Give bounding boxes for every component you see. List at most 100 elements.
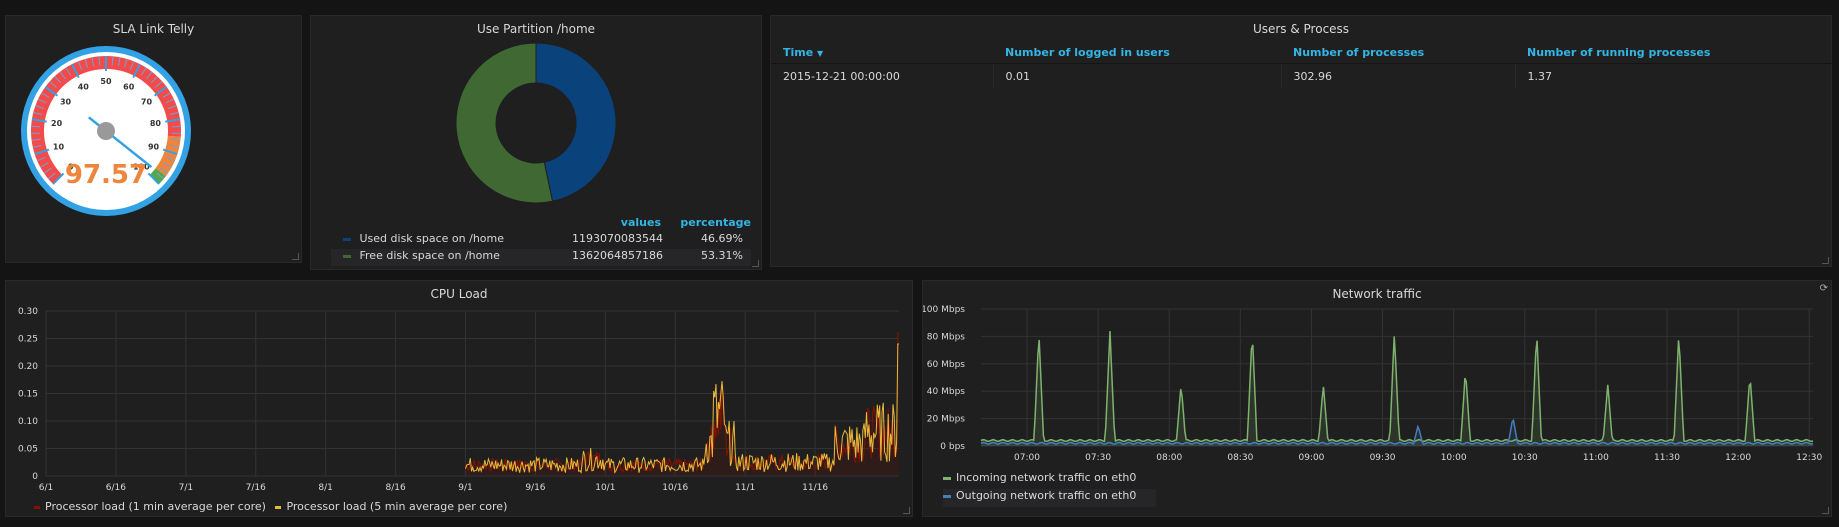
gauge-tick <box>71 63 80 78</box>
x-tick-label: 11/1 <box>735 483 755 493</box>
legend-label: Free disk space on /home <box>359 249 500 262</box>
panel-title[interactable]: Use Partition /home <box>476 22 596 36</box>
x-tick-label: 10/1 <box>595 483 615 493</box>
legend-item[interactable]: Incoming network traffic on eth0 <box>943 471 1156 489</box>
x-tick-label: 07:30 <box>1085 453 1111 463</box>
legend-percentage: 46.69% <box>701 232 743 245</box>
x-tick-label: 10:30 <box>1512 453 1538 463</box>
gauge-tick-label: 40 <box>78 82 90 91</box>
legend-value: 1362064857186 <box>572 249 663 262</box>
x-tick-label: 09:30 <box>1370 453 1396 463</box>
gauge-tick <box>44 86 59 97</box>
gauge-tick <box>40 162 49 168</box>
gauge-tick <box>162 148 178 156</box>
gauge-tick <box>31 118 47 123</box>
gauge-tick <box>36 156 46 162</box>
pie-legend-table: values percentage Used disk space on /ho… <box>331 216 751 266</box>
legend-swatch <box>343 237 351 241</box>
table-panel: Users & Process Time ▼ Number of logged … <box>770 15 1834 267</box>
y-tick-label: 0.15 <box>18 390 38 400</box>
gauge-tick <box>166 156 176 162</box>
x-tick-label: 7/16 <box>246 483 266 493</box>
gauge-tick <box>65 67 72 76</box>
y-tick-label: 60 Mbps <box>927 360 966 370</box>
y-tick-label: 0 bps <box>940 442 965 452</box>
table-row: 2015-12-21 00:00:00 0.01 302.96 1.37 <box>771 63 1834 89</box>
gauge-tick <box>165 98 175 104</box>
gauge-tick <box>167 105 177 110</box>
resize-handle[interactable] <box>752 260 759 267</box>
y-tick-label: 40 Mbps <box>927 387 966 397</box>
legend-swatch <box>343 254 351 258</box>
gauge-tick <box>77 61 83 70</box>
resize-handle[interactable] <box>292 253 299 260</box>
gauge-tick <box>170 144 180 148</box>
panel-title[interactable]: SLA Link Telly <box>112 22 195 36</box>
gauge-tick <box>165 118 181 123</box>
resize-handle[interactable] <box>1822 257 1829 264</box>
donut-slice <box>535 42 617 202</box>
legend-row[interactable]: Used disk space on /home 1193070083544 4… <box>331 232 751 249</box>
gauge-tick <box>91 57 95 67</box>
x-tick-label: 11:30 <box>1654 453 1680 463</box>
gauge-tick <box>43 167 52 174</box>
gauge-tick <box>33 111 43 116</box>
gauge-tick <box>169 111 179 116</box>
gauge-tick <box>150 75 158 84</box>
resize-handle[interactable] <box>1822 507 1829 514</box>
legend-percentage: 53.31% <box>701 249 743 262</box>
y-tick-label: 0.25 <box>18 335 38 345</box>
gauge-tick <box>54 75 62 84</box>
gauge-tick-label: 100 <box>133 162 150 171</box>
cpu-load-panel: CPU Load 0.30 0.25 0.20 0.15 0.10 0.05 0 6/1 6/1… <box>5 280 913 517</box>
column-header-running-processes[interactable]: Number of running processes <box>1515 42 1834 64</box>
gauge-tick <box>117 57 121 67</box>
column-header-logged-users[interactable]: Number of logged in users <box>993 42 1281 64</box>
y-tick-label: 0.20 <box>18 362 38 372</box>
x-tick-label: 07:00 <box>1014 453 1040 463</box>
legend-item[interactable]: Outgoing network traffic on eth0 <box>943 489 1157 507</box>
gauge-tick <box>35 105 45 110</box>
values-header[interactable]: values <box>620 216 661 229</box>
gauge-tick <box>47 172 56 180</box>
x-tick-label: 11/16 <box>802 483 828 493</box>
series-line-outgoing-area <box>981 420 1813 446</box>
series-line-outgoing <box>980 418 1814 445</box>
panel-title[interactable]: Users & Process <box>1252 22 1350 36</box>
gauge-tick <box>52 172 65 185</box>
column-header-time[interactable]: Time ▼ <box>771 42 993 64</box>
table-cell: 2015-12-21 00:00:00 <box>771 63 994 89</box>
gauge-tick <box>140 67 147 76</box>
gauge-tick <box>49 81 57 88</box>
resize-handle[interactable] <box>903 507 910 514</box>
x-tick-label: 09:00 <box>1298 453 1324 463</box>
x-tick-label: 8/16 <box>385 483 405 493</box>
cpu-load-chart: 0.30 0.25 0.20 0.15 0.10 0.05 06/1 6/16 7/1 7/16 8… <box>18 307 899 493</box>
percentage-header[interactable]: percentage <box>680 216 751 229</box>
users-process-table: Time ▼ Number of logged in users Number … <box>771 42 1834 89</box>
legend-row[interactable]: Free disk space on /home 1362064857186 5… <box>331 249 751 266</box>
y-tick-label: 0.05 <box>18 445 38 455</box>
column-header-processes[interactable]: Number of processes <box>1281 42 1515 64</box>
gauge-tick <box>163 162 172 168</box>
legend-item[interactable]: Processor load (1 min average per core) <box>34 500 266 513</box>
table-cell: 1.37 <box>1515 63 1834 89</box>
y-tick-label: 20 Mbps <box>927 415 966 425</box>
series-line-incoming-area <box>981 331 1813 446</box>
gauge-band-green <box>149 168 166 185</box>
gauge-panel: SLA Link Telly 0 10 20 30 40 50 60 70 80 90 100 97.… <box>5 15 302 263</box>
gauge-tick <box>155 81 163 88</box>
gauge-hub <box>97 122 115 140</box>
x-tick-label: 9/1 <box>458 483 472 493</box>
panel-title[interactable]: CPU Load <box>430 287 488 301</box>
series-line-5min <box>465 343 899 474</box>
panel-title[interactable]: Network traffic <box>1332 287 1422 301</box>
loading-spinner-icon: ⟳ <box>1819 283 1828 294</box>
legend-item[interactable]: Processor load (5 min average per core) <box>275 500 507 513</box>
gauge-tick-label: 80 <box>150 119 162 128</box>
x-tick-label: 08:00 <box>1156 453 1182 463</box>
table-cell: 302.96 <box>1281 63 1516 89</box>
gauge-tick <box>132 63 141 78</box>
net-legend: Incoming network traffic on eth0 Outgoin… <box>943 471 1157 507</box>
x-tick-label: 10:00 <box>1441 453 1467 463</box>
